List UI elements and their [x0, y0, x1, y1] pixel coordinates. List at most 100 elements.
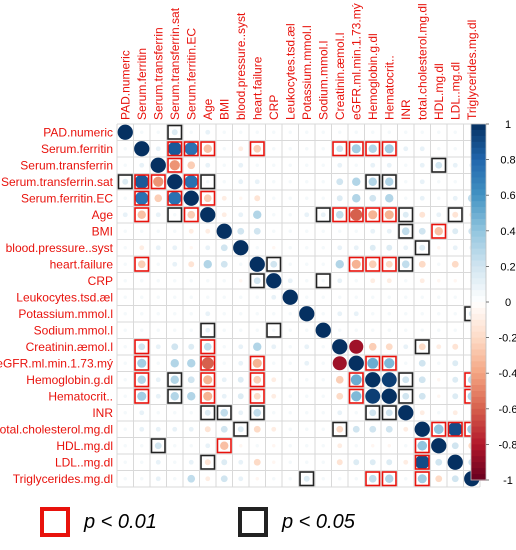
- corr-circle: [222, 312, 226, 316]
- sig-box-p001: [414, 438, 430, 454]
- colorbar-segment: [471, 343, 486, 351]
- corr-circle: [222, 180, 226, 184]
- corr-circle: [222, 361, 226, 365]
- corr-circle: [188, 426, 194, 432]
- sig-box-p001: [365, 471, 381, 487]
- sig-box-p001: [348, 372, 364, 388]
- column-label: Potassium.mmol.l: [300, 25, 314, 120]
- corr-circle: [222, 279, 226, 283]
- corr-circle: [336, 392, 344, 400]
- row-label: total.cholesterol.mg.dl: [0, 422, 113, 436]
- corr-circle: [320, 212, 326, 218]
- corr-circle: [434, 227, 443, 236]
- corr-circle: [271, 377, 277, 383]
- colorbar-segment: [471, 337, 486, 345]
- sig-box-p001: [134, 355, 150, 371]
- sig-box-p005: [200, 174, 216, 190]
- corr-circle: [419, 244, 426, 251]
- corr-circle: [238, 162, 244, 168]
- sig-box-p001: [381, 207, 397, 223]
- corr-circle: [337, 410, 343, 416]
- corr-circle: [336, 425, 344, 433]
- corr-circle: [453, 279, 457, 283]
- column-label: Hemoglobin.g.dl: [366, 33, 380, 120]
- corr-circle: [437, 328, 441, 332]
- corr-circle: [238, 344, 244, 350]
- corr-circle: [150, 157, 166, 173]
- corr-circle: [288, 229, 292, 233]
- row-label: blood.pressure..syst: [6, 241, 114, 255]
- sig-box-p001: [167, 157, 183, 173]
- corr-circle: [189, 279, 193, 283]
- row-label: Creatinin.æmol.l: [26, 340, 113, 354]
- corr-circle: [170, 375, 179, 384]
- corr-circle: [173, 460, 177, 464]
- corr-circle: [221, 195, 227, 201]
- corr-circle: [272, 147, 276, 151]
- corr-circle: [184, 175, 198, 189]
- corr-circle: [305, 246, 309, 250]
- corr-circle: [187, 210, 196, 219]
- corr-circle: [403, 245, 409, 251]
- corr-circle: [387, 130, 391, 134]
- corr-circle: [453, 295, 457, 299]
- corr-circle: [304, 344, 310, 350]
- corr-circle: [436, 344, 442, 350]
- corr-circle: [255, 246, 259, 250]
- colorbar-segment: [471, 325, 486, 333]
- corr-circle: [371, 312, 375, 316]
- corr-circle: [220, 475, 228, 483]
- sig-box-p001: [200, 190, 216, 206]
- sig-box-p005: [332, 421, 348, 437]
- corr-circle: [140, 130, 144, 134]
- sig-box-p005: [398, 207, 414, 223]
- corr-circle: [171, 343, 179, 351]
- corr-circle: [253, 227, 261, 235]
- sig-box-p005: [447, 207, 463, 223]
- column-label: Serum.transferrin.sat: [168, 7, 182, 120]
- colorbar-segment: [471, 331, 486, 339]
- corr-circle: [452, 410, 458, 416]
- corr-circle: [155, 245, 161, 251]
- corr-circle: [368, 260, 377, 269]
- corr-circle: [451, 260, 459, 268]
- column-label: INR: [399, 99, 413, 120]
- colorbar-segment: [471, 379, 486, 386]
- corr-circle: [437, 312, 441, 316]
- corr-circle: [419, 162, 425, 168]
- corr-circle: [288, 328, 292, 332]
- corr-circle: [321, 477, 325, 481]
- corr-circle: [384, 210, 394, 220]
- column-label: total.cholesterol.mg.dl: [415, 3, 429, 120]
- colorbar-segment: [471, 361, 486, 368]
- sig-box-p001: [332, 141, 348, 157]
- corr-circle: [404, 444, 408, 448]
- corr-circle: [237, 227, 245, 235]
- corr-circle: [385, 425, 393, 433]
- corr-circle: [351, 144, 361, 154]
- corr-circle: [206, 279, 210, 283]
- corr-circle: [172, 426, 178, 432]
- corr-circle: [354, 411, 358, 415]
- colorbar-segment: [471, 141, 486, 149]
- corr-circle: [255, 328, 259, 332]
- sig-box-p001: [134, 388, 150, 404]
- corr-circle: [173, 477, 177, 481]
- corr-circle: [137, 210, 146, 219]
- corr-circle: [305, 279, 309, 283]
- sig-box-p005: [200, 454, 216, 470]
- corr-circle: [385, 260, 393, 268]
- colorbar-segment: [471, 462, 486, 469]
- corr-circle: [371, 295, 375, 299]
- corr-circle: [419, 146, 425, 152]
- corr-circle: [155, 393, 161, 399]
- corr-circle: [154, 194, 163, 203]
- corr-circle: [371, 130, 375, 134]
- corr-circle: [305, 378, 309, 382]
- corr-circle: [155, 344, 161, 350]
- colorbar-segment: [471, 408, 486, 416]
- corr-circle: [272, 163, 276, 167]
- corr-circle: [354, 229, 358, 233]
- corr-circle: [353, 459, 360, 466]
- corr-circle: [122, 212, 128, 218]
